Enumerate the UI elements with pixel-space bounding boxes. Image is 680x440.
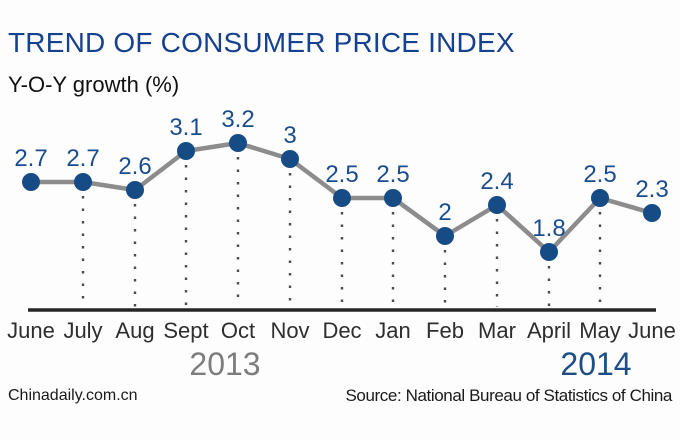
- x-axis-label: April: [527, 318, 571, 343]
- data-point: [22, 173, 40, 191]
- y-axis-unit-label: Y-O-Y growth (%): [8, 72, 180, 97]
- x-axis-label: Mar: [478, 318, 516, 343]
- publisher-credit: Chinadaily.com.cn: [8, 387, 138, 404]
- data-point-label: 3: [283, 122, 296, 149]
- x-axis-label: Oct: [221, 318, 255, 343]
- data-point-label: 1.8: [532, 215, 565, 242]
- x-axis-label: Nov: [270, 318, 309, 343]
- data-point: [126, 181, 144, 199]
- x-axis-label: Jan: [375, 318, 410, 343]
- data-point-label: 2.5: [583, 161, 616, 188]
- data-point-label: 2.4: [480, 168, 513, 195]
- x-axis-label: Aug: [115, 318, 154, 343]
- data-point: [436, 227, 454, 245]
- data-point-label: 2: [438, 199, 451, 226]
- x-axis-label: July: [63, 318, 102, 343]
- x-axis-year-2014: 2014: [560, 346, 632, 382]
- x-axis-label: June: [7, 318, 55, 343]
- x-axis-year-2013: 2013: [189, 346, 261, 382]
- data-point-label: 3.2: [221, 106, 254, 133]
- x-axis-label: May: [579, 318, 621, 343]
- data-point: [229, 134, 247, 152]
- data-point: [177, 142, 195, 160]
- data-point: [333, 189, 351, 207]
- data-point: [281, 150, 299, 168]
- chart-title: TREND OF CONSUMER PRICE INDEX: [8, 27, 515, 58]
- x-axis-label: Feb: [426, 318, 464, 343]
- data-point: [488, 196, 506, 214]
- data-source-credit: Source: National Bureau of Statistics of…: [345, 386, 672, 405]
- x-axis-label: Sept: [163, 318, 208, 343]
- data-point-label: 2.3: [635, 176, 668, 203]
- data-point-label: 2.6: [118, 153, 151, 180]
- data-point-label: 2.5: [325, 161, 358, 188]
- data-point: [643, 204, 661, 222]
- data-point-label: 2.7: [14, 145, 47, 172]
- x-axis-label: Dec: [322, 318, 361, 343]
- x-axis-label: June: [628, 318, 676, 343]
- data-point: [540, 243, 558, 261]
- data-point-label: 3.1: [169, 114, 202, 141]
- data-point: [591, 189, 609, 207]
- data-point: [74, 173, 92, 191]
- data-point-label: 2.7: [66, 145, 99, 172]
- data-point-label: 2.5: [376, 161, 409, 188]
- data-point: [384, 189, 402, 207]
